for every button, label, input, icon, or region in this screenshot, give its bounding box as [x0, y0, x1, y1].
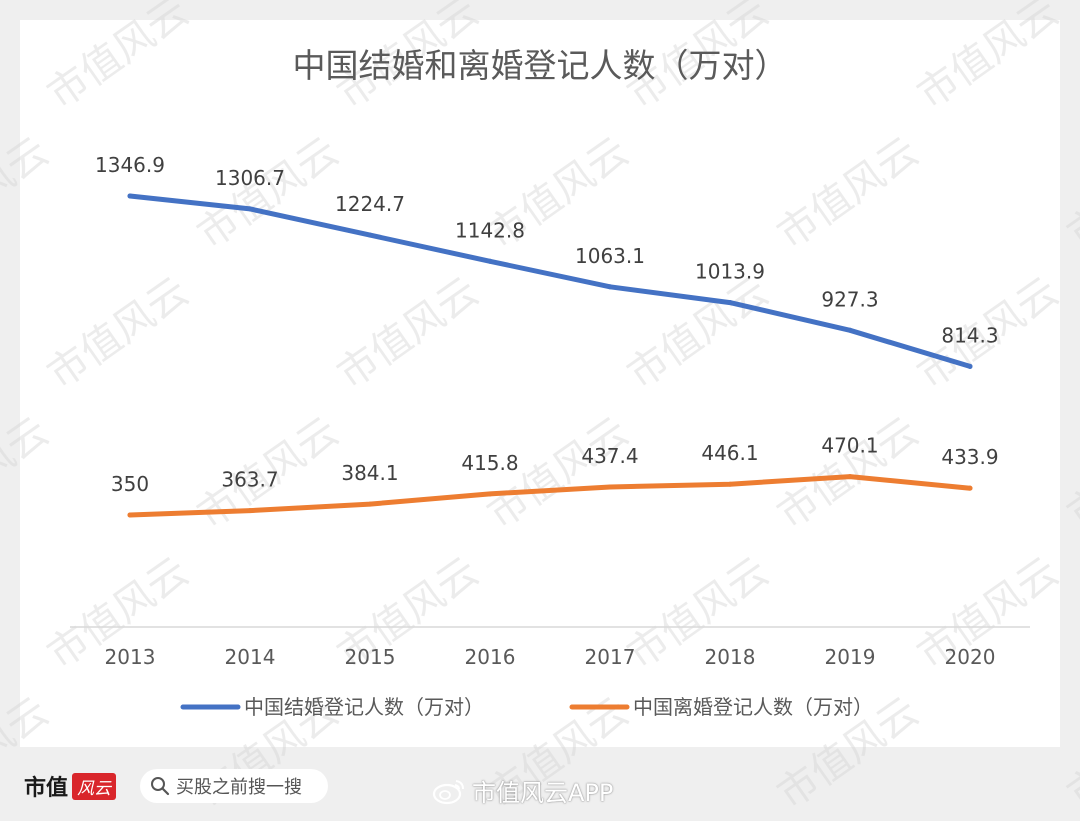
- brand-logo: 风云: [72, 772, 117, 800]
- data-label: 1224.7: [335, 192, 405, 216]
- weibo-icon: [432, 779, 464, 804]
- watermark-text: 市值风云: [39, 0, 196, 118]
- data-point: [367, 501, 373, 507]
- watermark-text: 市值风云: [1059, 409, 1080, 538]
- data-label: 384.1: [341, 461, 398, 485]
- legend-label-1: 中国结婚登记人数（万对）: [244, 695, 484, 719]
- search-icon: [151, 777, 170, 796]
- data-point: [967, 363, 973, 369]
- data-label: 433.9: [941, 445, 998, 469]
- watermark-text: 市值风云: [909, 0, 1066, 118]
- data-point: [367, 232, 373, 238]
- data-label: 470.1: [821, 434, 878, 458]
- x-tick-label: 2016: [465, 645, 516, 669]
- data-point: [967, 485, 973, 491]
- x-tick-label: 2020: [945, 645, 996, 669]
- data-point: [727, 481, 733, 487]
- watermark-text: 市值风云: [769, 409, 926, 538]
- data-label: 1142.8: [455, 218, 525, 242]
- data-label: 437.4: [581, 444, 638, 468]
- data-label: 350: [111, 472, 149, 496]
- data-label: 363.7: [221, 468, 278, 492]
- chart-card: [20, 20, 1060, 747]
- data-label: 1063.1: [575, 244, 645, 268]
- series-line-2: [127, 474, 973, 518]
- data-point: [487, 258, 493, 264]
- x-tick-label: 2017: [585, 645, 636, 669]
- data-label: 1306.7: [215, 166, 285, 190]
- credit-text: 市值风云APP: [472, 779, 614, 807]
- data-labels: 1346.9 1306.7 1224.7 1142.8 1063.1 1013.9 927.…: [95, 153, 999, 496]
- watermark-text: 市值风云: [1059, 129, 1080, 258]
- data-label: 814.3: [941, 323, 998, 347]
- watermark-text: 市值风云: [39, 269, 196, 398]
- watermark-text: 市值风云: [619, 269, 776, 398]
- footer-bar: 市值 风云 买股之前搜一搜 市值风云APP: [0, 747, 1080, 821]
- brand: 市值 风云: [24, 771, 117, 801]
- data-label: 1346.9: [95, 153, 165, 177]
- x-tick-label: 2013: [105, 645, 156, 669]
- x-tick-label: 2018: [705, 645, 756, 669]
- watermark-text: 市值风云: [769, 129, 926, 258]
- watermark-text: 市值风云: [0, 129, 57, 258]
- data-point: [847, 327, 853, 333]
- data-label: 415.8: [461, 451, 518, 475]
- search-box[interactable]: 买股之前搜一搜: [140, 769, 328, 803]
- x-axis-ticks: 2013 2014 2015 2016 2017 2018 2019 2020: [105, 645, 996, 669]
- x-tick-label: 2014: [225, 645, 276, 669]
- watermark-text: 市值风云: [0, 409, 57, 538]
- brand-name: 市值: [24, 776, 69, 801]
- weibo-credit: 市值风云APP: [432, 773, 613, 808]
- data-label: 927.3: [821, 287, 878, 311]
- watermark-text: 市值风云: [189, 129, 346, 258]
- data-point: [607, 284, 613, 290]
- data-point: [127, 193, 133, 199]
- watermark-text: 市值风云: [329, 269, 486, 398]
- series-layer: [127, 193, 973, 518]
- data-label: 1013.9: [695, 260, 765, 284]
- data-label: 446.1: [701, 441, 758, 465]
- search-placeholder: 买股之前搜一搜: [176, 777, 302, 798]
- series-line-1: [127, 193, 973, 369]
- chart-title: 中国结婚和离婚登记人数（万对）: [293, 46, 788, 85]
- data-point: [247, 508, 253, 514]
- legend-label-2: 中国离婚登记人数（万对）: [633, 695, 873, 719]
- data-point: [127, 512, 133, 518]
- legend: 中国结婚登记人数（万对） 中国离婚登记人数（万对）: [180, 695, 873, 719]
- data-point: [487, 491, 493, 497]
- data-point: [247, 206, 253, 212]
- x-tick-label: 2015: [345, 645, 396, 669]
- x-tick-label: 2019: [825, 645, 876, 669]
- data-point: [607, 484, 613, 490]
- data-point: [847, 474, 853, 480]
- data-point: [727, 300, 733, 306]
